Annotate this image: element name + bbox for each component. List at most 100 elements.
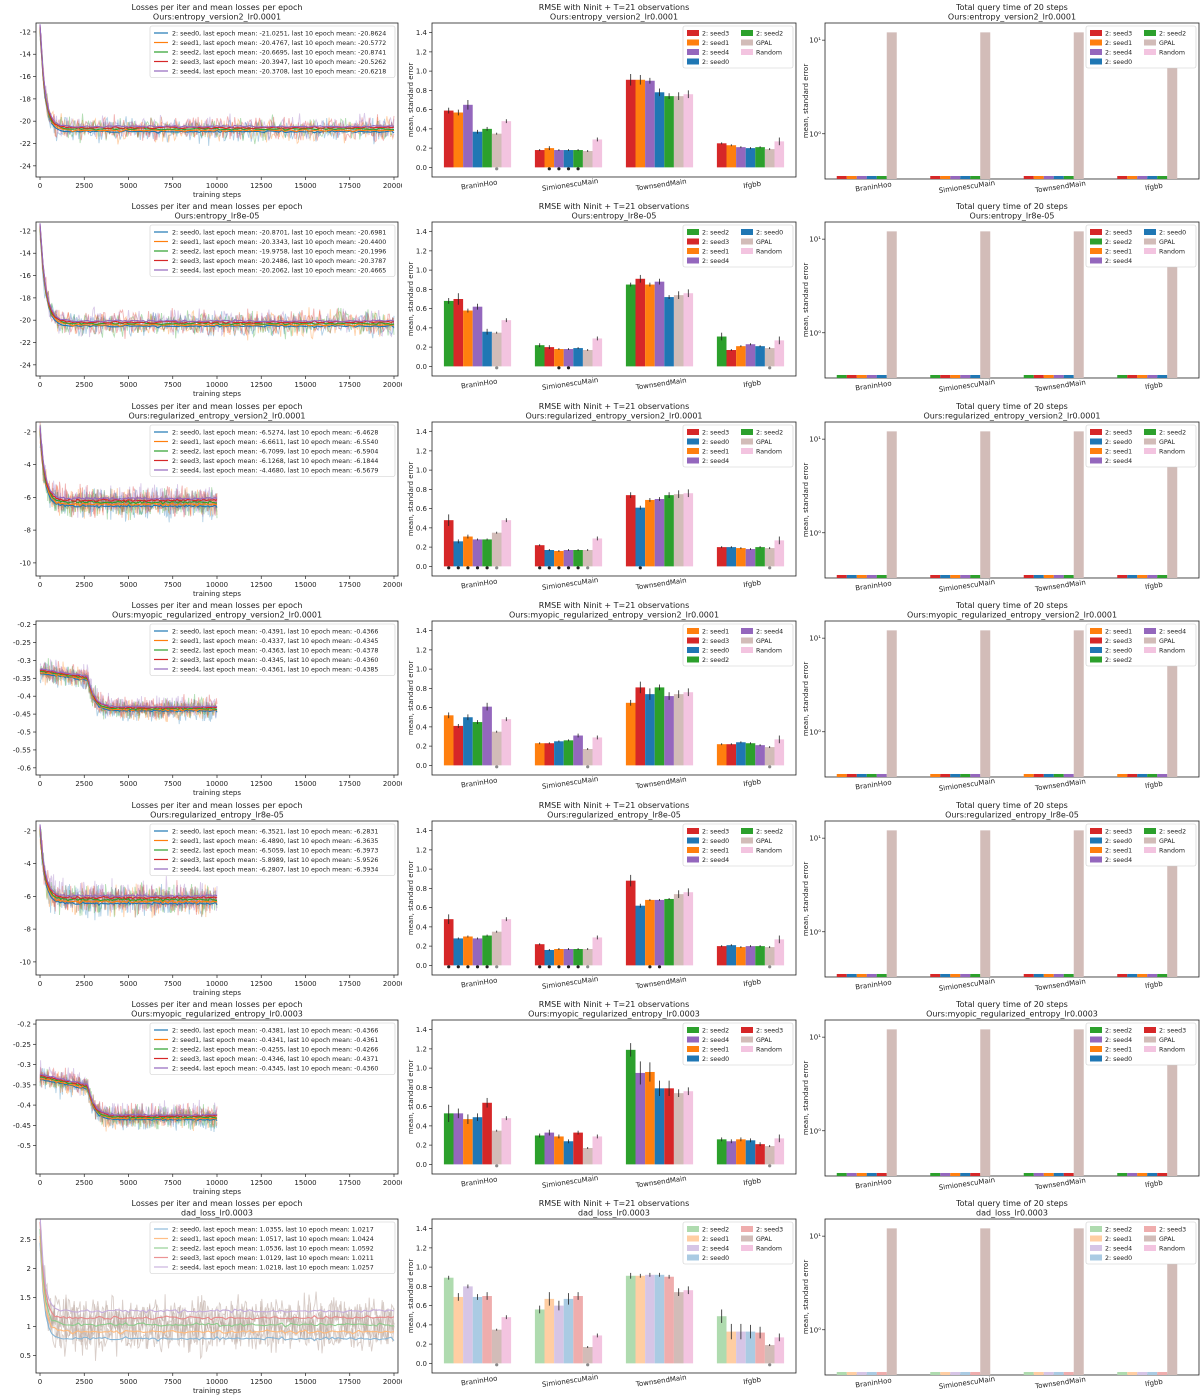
- category-label: Ifgbb: [1145, 381, 1164, 391]
- bar-seed0: [866, 1172, 877, 1176]
- bar-gpal: [1073, 32, 1084, 179]
- legend-label-seed1: 2: seed1: [702, 847, 729, 854]
- y-tick-label: -22: [20, 339, 31, 347]
- bar-seed0: [664, 297, 674, 367]
- y-tick-label: 2.5: [20, 1236, 31, 1244]
- significance-marker: [456, 566, 460, 570]
- bar-seed3: [970, 1172, 981, 1176]
- plot-subtitle: Ours:entropy_lr8e-05: [175, 212, 260, 221]
- bar-seed4: [645, 80, 655, 168]
- bar-seed3: [443, 918, 454, 965]
- bar-seed1: [736, 346, 746, 367]
- plot-subtitle: Ours:regularized_entropy_lr8e-05: [150, 810, 284, 819]
- legend-label-random: Random: [1159, 249, 1185, 256]
- x-tick-label: 17500: [339, 1378, 361, 1386]
- y-tick-label: -0.6: [17, 765, 31, 773]
- significance-marker: [447, 964, 451, 969]
- y-tick-label: 0.8: [416, 685, 427, 693]
- bar-seed0: [876, 375, 887, 379]
- legend-box: [1085, 823, 1197, 866]
- bar-seed3: [755, 1144, 765, 1165]
- bar-gpal: [582, 749, 593, 766]
- legend-swatch-random: [740, 48, 753, 55]
- bar-seed2: [755, 546, 765, 567]
- bar-seed2: [755, 147, 765, 168]
- significance-marker: [586, 1363, 590, 1367]
- bar-gpal: [1167, 829, 1178, 977]
- subplot-5-2: Total query time of 20 steps Ours:myopic_…: [800, 997, 1203, 1196]
- y-tick-label: -0.35: [13, 675, 31, 683]
- category-label: TownsendMain: [1034, 778, 1087, 793]
- legend-label-seed1: 2: seed1: [1105, 40, 1132, 47]
- mean-loss-seed3: [39, 825, 218, 900]
- legend-swatch-seed1: [1089, 628, 1102, 635]
- y-tick-label: 10⁰: [809, 1327, 821, 1335]
- bar-seed3: [846, 774, 857, 778]
- legend-label-seed2: 2: seed2: [702, 657, 729, 664]
- plot-subtitle: dad_loss_lr0.0003: [578, 1209, 650, 1218]
- category-label: SimionescuMain: [542, 1174, 599, 1190]
- legend-swatch-gpal: [740, 1036, 753, 1043]
- bar-seed2: [836, 375, 847, 379]
- significance-marker: [566, 366, 571, 370]
- bar-seed3: [1023, 175, 1034, 179]
- y-tick-label: 10¹: [809, 435, 821, 443]
- plot-title: Losses per iter and mean losses per epoc…: [132, 1199, 303, 1208]
- x-tick-label: 20000: [383, 1179, 402, 1187]
- bar-random: [501, 320, 512, 367]
- y-tick-label: -0.4: [17, 1102, 31, 1110]
- mean-loss-seed0: [39, 1243, 395, 1343]
- y-tick-label: -12: [20, 228, 31, 236]
- y-tick-label: 0.8: [416, 1084, 427, 1092]
- bar-seed3: [1127, 375, 1138, 379]
- bar-seed4: [1147, 375, 1158, 379]
- bar-seed1: [453, 1297, 464, 1364]
- bar-seed0: [960, 1372, 971, 1376]
- y-tick-label: -18: [20, 295, 31, 303]
- x-tick-label: 12500: [250, 980, 272, 988]
- legend-swatch-seed4: [1089, 1245, 1102, 1252]
- x-axis-label: training steps: [193, 789, 241, 797]
- bar-seed1: [463, 310, 473, 367]
- bar-seed1: [463, 1119, 473, 1165]
- y-tick-label: -24: [20, 162, 32, 170]
- raw-loss-seed1: [39, 29, 395, 145]
- y-tick-label: -2: [24, 428, 31, 436]
- bar-gpal: [1167, 231, 1178, 379]
- bar-seed0: [1127, 574, 1138, 578]
- bar-seed2: [563, 740, 574, 766]
- bar-random: [683, 891, 694, 965]
- bar-seed1: [736, 547, 746, 567]
- significance-marker: [768, 1164, 772, 1168]
- legend-box: [1085, 1222, 1197, 1265]
- bar-seed4: [1157, 774, 1168, 778]
- legend-label-seed4: 2: seed4: [702, 857, 729, 864]
- bar-seed0: [453, 541, 464, 567]
- bar-seed0: [654, 92, 665, 168]
- legend-box: [682, 823, 794, 866]
- bar-random: [774, 1138, 785, 1165]
- bar-seed1: [1033, 175, 1044, 179]
- bar-seed2: [1157, 175, 1168, 179]
- legend-label-seed4: 2: seed4: [702, 49, 729, 56]
- legend-swatch-seed1: [1089, 39, 1102, 46]
- x-tick-label: 12500: [250, 780, 272, 788]
- bar-random: [774, 540, 785, 567]
- legend-label-seed3: 2: seed3: [1159, 1227, 1186, 1234]
- y-tick-label: 0.4: [416, 1122, 428, 1130]
- y-tick-label: 10⁰: [809, 330, 821, 338]
- category-label: BraninHoo: [855, 1377, 892, 1390]
- plot-subtitle: Ours:entropy_version2_lr0.0001: [948, 12, 1076, 21]
- legend-label-seed3: 2: seed3: [1105, 429, 1132, 436]
- bar-seed3: [716, 143, 727, 168]
- legend-label-seed3: 2: seed3, last epoch mean: -6.1268, last…: [172, 458, 378, 465]
- bar-seed1: [534, 743, 545, 766]
- y-tick-label: -10: [20, 559, 31, 567]
- bar-seed1: [645, 1071, 655, 1165]
- bar-seed4: [563, 349, 574, 367]
- raw-loss-seed0: [39, 443, 218, 523]
- bar-random: [501, 918, 512, 965]
- x-axis-label: training steps: [193, 590, 241, 598]
- bar-gpal: [980, 431, 991, 578]
- legend-label-seed4: 2: seed4: [1105, 49, 1132, 56]
